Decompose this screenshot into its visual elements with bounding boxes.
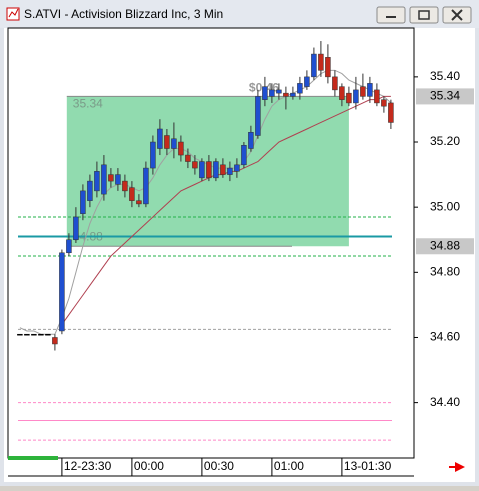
candle-body <box>276 89 282 94</box>
y-tick-label: 35.40 <box>430 69 460 83</box>
candle-body <box>143 167 149 205</box>
x-tick-label: 12-23:30 <box>64 459 112 473</box>
candle-body <box>80 190 86 214</box>
candle-body <box>255 96 261 136</box>
candle-body <box>17 333 23 336</box>
candle-body <box>374 89 380 104</box>
y-tick-label: 34.60 <box>430 330 460 344</box>
candle-body <box>206 161 212 179</box>
y-tick-label: 35.20 <box>430 134 460 148</box>
candle-body <box>24 333 30 336</box>
candle-body <box>178 141 184 156</box>
close-glyph <box>451 9 463 21</box>
candle-body <box>367 83 373 97</box>
price-marker <box>416 88 474 105</box>
candle-body <box>73 216 79 240</box>
candle-body <box>381 99 387 107</box>
x-tick-label: 00:30 <box>204 459 234 473</box>
candle-body <box>297 83 303 94</box>
candle-body <box>129 187 135 201</box>
x-tick-label: 01:00 <box>274 459 304 473</box>
candle-body <box>318 53 324 71</box>
app-icon-glyph <box>8 8 19 18</box>
price-marker <box>416 238 474 255</box>
candle-body <box>101 164 107 195</box>
price-marker-label: 34.88 <box>430 238 460 252</box>
candle-body <box>171 138 177 149</box>
candle-body <box>185 154 191 162</box>
candle-body <box>192 161 198 169</box>
y-tick-label: 34.40 <box>430 395 460 409</box>
box-top-label: 35.34 <box>73 97 103 111</box>
y-tick-label: 35.00 <box>430 199 460 213</box>
candle-body <box>38 333 44 336</box>
candle-body <box>199 161 205 179</box>
candle-body <box>227 167 233 175</box>
price-marker-label: 35.34 <box>430 89 460 103</box>
scroll-arrow[interactable] <box>449 462 465 472</box>
candle-body <box>122 180 128 192</box>
candle-body <box>150 141 156 169</box>
candle-body <box>283 92 289 97</box>
candle-body <box>31 333 37 336</box>
candle-body <box>290 92 296 97</box>
candle-body <box>388 102 394 123</box>
candle-body <box>248 131 254 149</box>
candle-body <box>353 89 359 104</box>
candle-body <box>325 57 331 78</box>
candle-body <box>311 53 317 78</box>
window-title: S.ATVI - Activision Blizzard Inc, 3 Min <box>24 7 223 21</box>
candle-body <box>304 76 310 87</box>
candle-body <box>87 180 93 201</box>
status-strip <box>8 456 58 460</box>
candle-body <box>136 200 142 205</box>
candle-body <box>66 239 72 254</box>
candle-body <box>262 86 268 100</box>
candle-body <box>234 164 240 172</box>
candle-body <box>108 174 114 182</box>
maximize-button[interactable] <box>409 6 439 24</box>
candle-body <box>332 76 338 91</box>
candle-body <box>213 161 219 179</box>
candle-body <box>339 86 345 100</box>
y-tick-label: 34.80 <box>430 264 460 278</box>
minimize-button[interactable] <box>376 6 406 24</box>
candle-body <box>269 89 275 97</box>
app-icon <box>6 7 20 21</box>
candle-body <box>241 145 247 166</box>
candle-body <box>360 86 366 97</box>
x-tick-label: 00:00 <box>134 459 164 473</box>
candle-body <box>52 337 58 345</box>
candle-body <box>94 171 100 192</box>
candle-body <box>157 128 163 149</box>
plot-border <box>7 27 415 459</box>
maximize-glyph <box>418 10 430 20</box>
candle-body <box>164 135 170 149</box>
moving-average <box>61 95 391 325</box>
candle-body <box>220 164 226 175</box>
candle-body <box>115 174 121 185</box>
candle-body <box>59 252 65 332</box>
candle-body <box>45 333 51 336</box>
candle-body <box>346 92 352 104</box>
x-tick-label: 13-01:30 <box>344 459 392 473</box>
